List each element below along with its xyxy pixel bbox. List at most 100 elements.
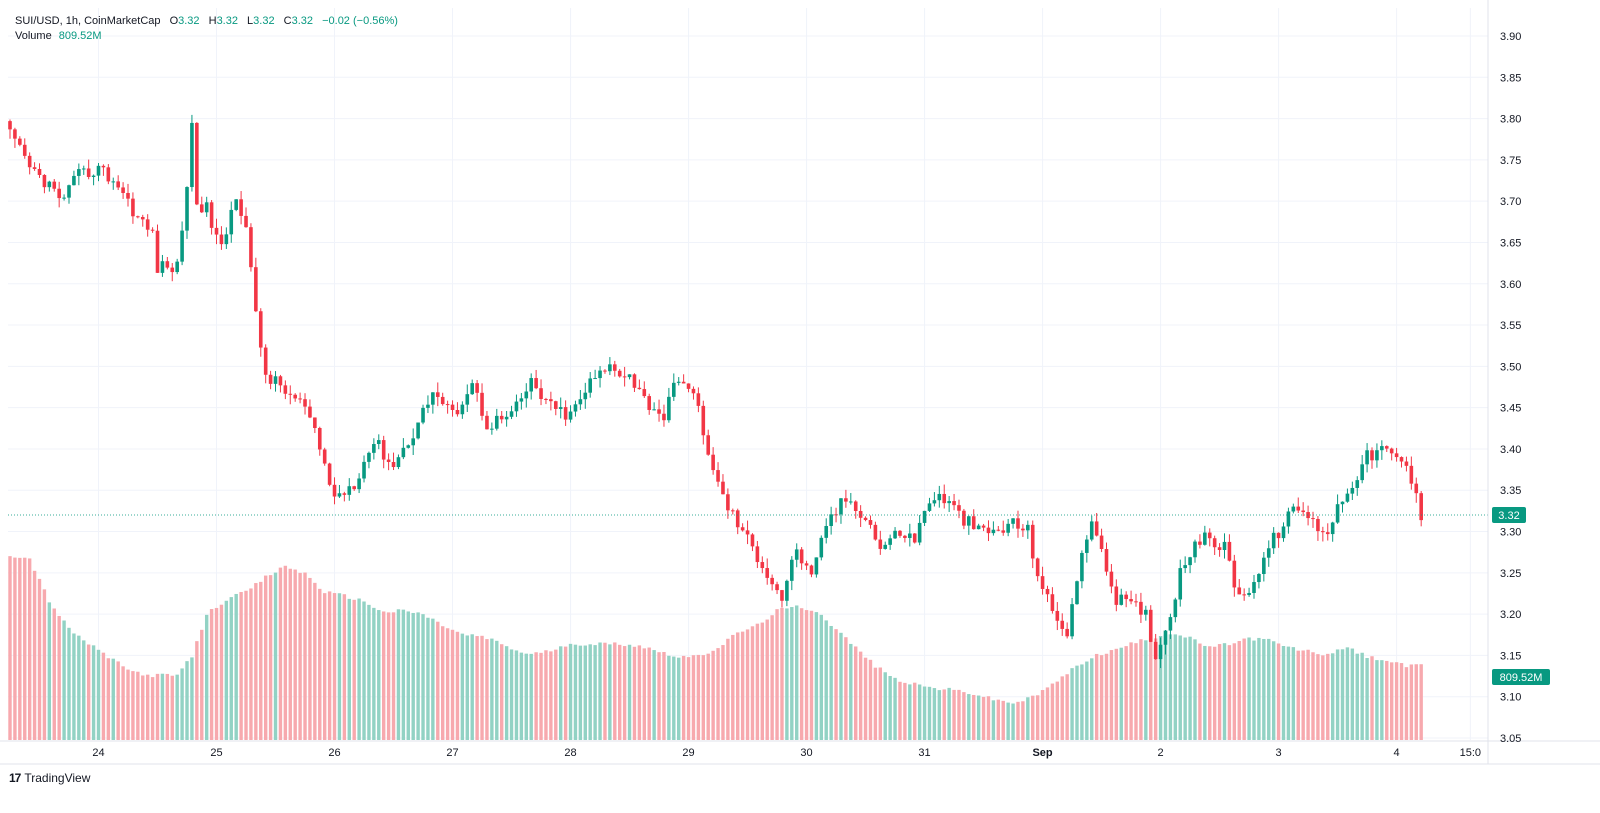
tradingview-attribution[interactable]: 17 TradingView xyxy=(9,771,90,785)
candle-body xyxy=(553,401,558,409)
volume-badge-bg xyxy=(1492,669,1550,685)
candle-body xyxy=(1252,582,1256,593)
volume-bar xyxy=(293,569,297,740)
volume-bar xyxy=(514,650,519,740)
candle-body xyxy=(549,399,553,402)
candle-body xyxy=(1129,599,1133,602)
candle-body xyxy=(1257,574,1261,583)
candle-body xyxy=(268,374,273,384)
candle-body xyxy=(121,187,125,193)
candle-body xyxy=(991,529,996,534)
candle-body xyxy=(927,503,932,511)
volume-bar xyxy=(1094,653,1099,740)
volume-bar xyxy=(583,645,587,740)
volume-bar xyxy=(37,578,42,740)
volume-bar xyxy=(844,637,848,740)
volume-bar xyxy=(426,617,430,740)
candle-body xyxy=(126,192,130,199)
volume-bar xyxy=(1237,641,1241,740)
volume-bar xyxy=(190,657,194,740)
symbol-title[interactable]: SUI/USD, 1h, CoinMarketCap xyxy=(15,15,161,27)
volume-bar xyxy=(155,673,160,740)
candle-body xyxy=(986,527,991,534)
volume-bar xyxy=(136,671,140,740)
candle-body xyxy=(711,454,715,471)
volume-bar xyxy=(209,609,214,740)
candle-body xyxy=(775,584,779,591)
candle-body xyxy=(1040,576,1045,589)
volume-bar xyxy=(1311,652,1315,740)
candle-body xyxy=(72,175,76,186)
volume-bar xyxy=(509,649,514,740)
volume-bar xyxy=(760,622,765,740)
candle-body xyxy=(726,494,730,511)
candle-body xyxy=(932,500,937,504)
candle-body xyxy=(470,383,474,395)
volume-bar xyxy=(731,634,735,740)
candle-body xyxy=(308,406,312,418)
volume-bar xyxy=(391,612,396,740)
volume-bar xyxy=(313,582,317,740)
candle-body xyxy=(1119,594,1124,605)
candle-body xyxy=(1404,461,1409,466)
volume-bar xyxy=(829,625,833,740)
candle-body xyxy=(819,537,824,558)
candle-body xyxy=(406,445,411,448)
x-tick-label: 27 xyxy=(446,747,458,759)
candle-body xyxy=(662,413,666,421)
volume-bar xyxy=(362,601,366,740)
candle-body xyxy=(804,563,809,566)
candle-body xyxy=(529,378,534,392)
candle-body xyxy=(612,364,617,371)
volume-bar xyxy=(1031,695,1035,740)
candle-body xyxy=(883,544,888,549)
volume-bar xyxy=(849,643,853,740)
volume-bar xyxy=(745,629,750,740)
candle-body xyxy=(131,198,135,217)
candle-body xyxy=(1237,587,1242,595)
candle-body xyxy=(32,167,37,169)
candle-body xyxy=(27,155,32,168)
volume-label[interactable]: Volume xyxy=(15,30,52,42)
volume-bar xyxy=(976,695,981,740)
y-tick-label: 3.70 xyxy=(1500,196,1521,208)
candle-body xyxy=(327,463,332,485)
volume-bar xyxy=(1267,638,1271,740)
volume-bar xyxy=(1375,660,1379,740)
volume-bar xyxy=(367,604,371,740)
candle-body xyxy=(180,230,184,262)
candle-body xyxy=(47,181,52,188)
candle-body xyxy=(1399,457,1404,462)
volume-bar xyxy=(504,646,509,740)
volume-bar xyxy=(1208,646,1212,740)
candle-body xyxy=(381,440,386,460)
candle-body xyxy=(298,398,302,400)
x-tick-label: 29 xyxy=(682,747,694,759)
volume-bar xyxy=(608,644,612,740)
volume-bar xyxy=(337,593,342,740)
volume-bar xyxy=(1153,638,1158,740)
volume-bar xyxy=(1040,690,1045,740)
volume-bar xyxy=(863,657,868,740)
volume-value: 809.52M xyxy=(58,30,102,42)
candle-body xyxy=(863,517,868,521)
volume-bar xyxy=(1286,646,1291,740)
volume-bar xyxy=(613,642,617,740)
candle-body xyxy=(386,459,391,463)
volume-bar xyxy=(770,615,774,740)
volume-bar xyxy=(868,659,873,740)
candle-body xyxy=(962,510,966,526)
y-tick-label: 3.90 xyxy=(1500,31,1521,43)
candle-body xyxy=(1321,531,1325,533)
volume-bar xyxy=(858,651,863,740)
candle-body xyxy=(411,438,415,446)
candle-body xyxy=(1242,594,1246,596)
candle-body xyxy=(234,199,238,210)
candle-body xyxy=(1227,541,1232,561)
candle-body xyxy=(1109,571,1114,587)
candle-body xyxy=(1178,568,1183,600)
candle-body xyxy=(1384,446,1389,449)
volume-bar xyxy=(411,612,415,740)
